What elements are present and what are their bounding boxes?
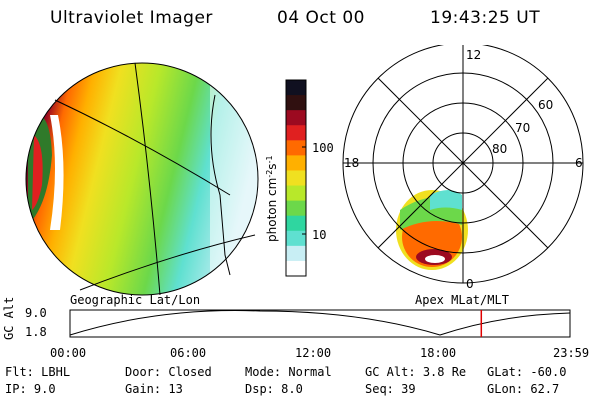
app-title: Ultraviolet Imager [50, 8, 213, 28]
mlt-18-label: 18 [344, 156, 359, 170]
colorbar-segment [286, 110, 306, 126]
colorbar-segment [286, 95, 306, 111]
mlat-60-label: 60 [538, 98, 553, 112]
altitude-plot [69, 309, 571, 338]
colorbar-segment [286, 260, 306, 277]
geographic-label: Geographic Lat/Lon [70, 293, 201, 307]
colorbar-segment [286, 185, 306, 202]
info-glon: GLon: 62.7 [487, 382, 560, 396]
info-gain: Gain: 13 [125, 382, 183, 396]
colorbar-segment [286, 170, 306, 187]
time-tick-2: 12:00 [295, 346, 332, 360]
colorbar-tick-100: 100 [312, 141, 334, 155]
polar-plot: 12 18 6 0 60 70 80 [342, 45, 584, 290]
time-tick-1: 06:00 [170, 346, 207, 360]
info-dsp: Dsp: 8.0 [245, 382, 303, 396]
info-flt: Flt: LBHL [5, 365, 71, 379]
info-seq: Seq: 39 [365, 382, 416, 396]
mlt-12-label: 12 [466, 48, 481, 62]
colorbar-segment [286, 200, 306, 217]
info-door: Door: Closed [125, 365, 212, 379]
mlt-0-label: 0 [466, 277, 474, 290]
time-tick-4: 23:59 [553, 346, 590, 360]
date-label: 04 Oct 00 [277, 8, 365, 28]
time-tick-0: 00:00 [50, 346, 87, 360]
mlat-80-label: 80 [492, 142, 507, 156]
alt-tick-low: 1.8 [25, 325, 47, 339]
info-mode: Mode: Normal [245, 365, 332, 379]
mlat-70-label: 70 [515, 121, 530, 135]
colorbar-segment [286, 245, 306, 262]
time-tick-3: 18:00 [420, 346, 457, 360]
info-ip: IP: 9.0 [5, 382, 56, 396]
mlt-6-label: 6 [575, 156, 583, 170]
colorbar-label: photon cm-2s-1 [265, 155, 279, 242]
colorbar-tick-10: 10 [312, 228, 327, 242]
time-label: 19:43:25 UT [430, 8, 541, 28]
info-glat: GLat: -60.0 [487, 365, 567, 379]
geographic-image [25, 62, 259, 296]
colorbar-segment [286, 80, 306, 96]
gc-alt-axis-label: GC Alt [2, 296, 16, 340]
colorbar: photon cm-2s-1 [265, 79, 307, 277]
colorbar-segment [286, 140, 306, 156]
colorbar-segment [286, 155, 306, 171]
colorbar-segment [286, 215, 306, 232]
apex-label: Apex MLat/MLT [415, 293, 509, 307]
colorbar-segment [286, 125, 306, 141]
alt-tick-high: 9.0 [25, 306, 47, 320]
colorbar-segment [286, 230, 306, 247]
info-gc-alt: GC Alt: 3.8 Re [365, 365, 467, 379]
